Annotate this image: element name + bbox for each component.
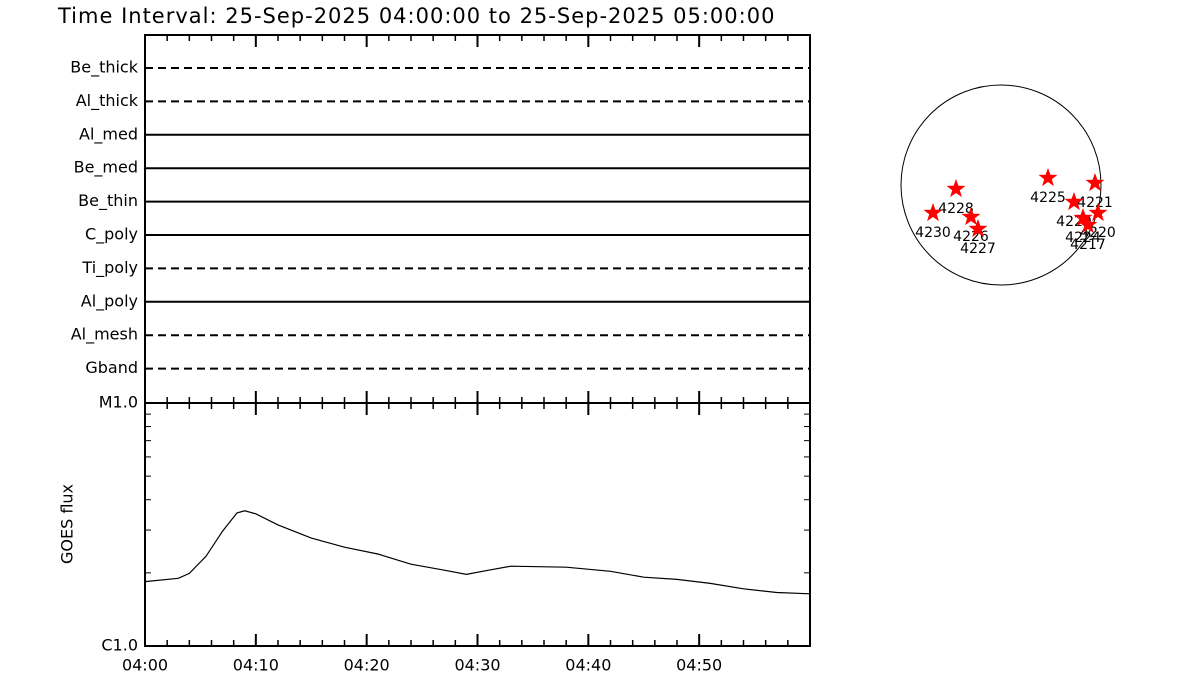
x-tick-label: 04:10 xyxy=(233,656,279,675)
y-tick-label: M1.0 xyxy=(99,393,138,412)
ar-star xyxy=(1064,192,1084,211)
filter-label: Al_mesh xyxy=(71,325,138,345)
ar-star xyxy=(1088,203,1108,222)
goes-curve xyxy=(144,510,811,595)
ar-star xyxy=(1085,173,1105,192)
filter-label: C_poly xyxy=(85,225,138,245)
ar-label: 4225 xyxy=(1030,190,1066,206)
ar-label: 4228 xyxy=(938,201,974,217)
title: Time Interval: 25-Sep-2025 04:00:00 to 2… xyxy=(57,4,775,28)
ar-label: 4230 xyxy=(915,225,951,241)
filter-panel xyxy=(144,34,811,404)
x-tick-label: 04:30 xyxy=(454,656,500,675)
ar-star xyxy=(968,219,988,238)
filter-label: Be_thin xyxy=(78,191,138,211)
sun-disk xyxy=(900,84,1102,286)
x-tick-label: 04:00 xyxy=(122,656,168,675)
filter-label: Gband xyxy=(85,358,138,377)
filter-label: Ti_poly xyxy=(81,258,138,278)
x-tick-label: 04:50 xyxy=(676,656,722,675)
filter-label: Be_thick xyxy=(70,58,138,78)
ar-star xyxy=(923,203,943,222)
filter-label: Al_med xyxy=(79,124,138,144)
x-tick-label: 04:40 xyxy=(565,656,611,675)
ar-star xyxy=(946,179,966,198)
ar-star xyxy=(961,207,981,226)
ar-label: 4227 xyxy=(960,241,996,257)
ar-label: 4217 xyxy=(1070,237,1106,253)
ar-star xyxy=(1073,208,1093,227)
ar-label: 4221 xyxy=(1077,195,1113,211)
ar-star xyxy=(1038,168,1058,187)
ar-star xyxy=(1078,215,1098,234)
ar-label: 4224 xyxy=(1065,230,1101,246)
x-tick-label: 04:20 xyxy=(344,656,390,675)
filter-label: Be_med xyxy=(74,158,138,178)
filter-label: Al_poly xyxy=(81,291,138,311)
goes-panel xyxy=(144,402,811,647)
filter-label: Al_thick xyxy=(76,91,139,111)
y-tick-label: C1.0 xyxy=(101,636,138,655)
y-axis-label: GOES flux xyxy=(58,484,77,564)
